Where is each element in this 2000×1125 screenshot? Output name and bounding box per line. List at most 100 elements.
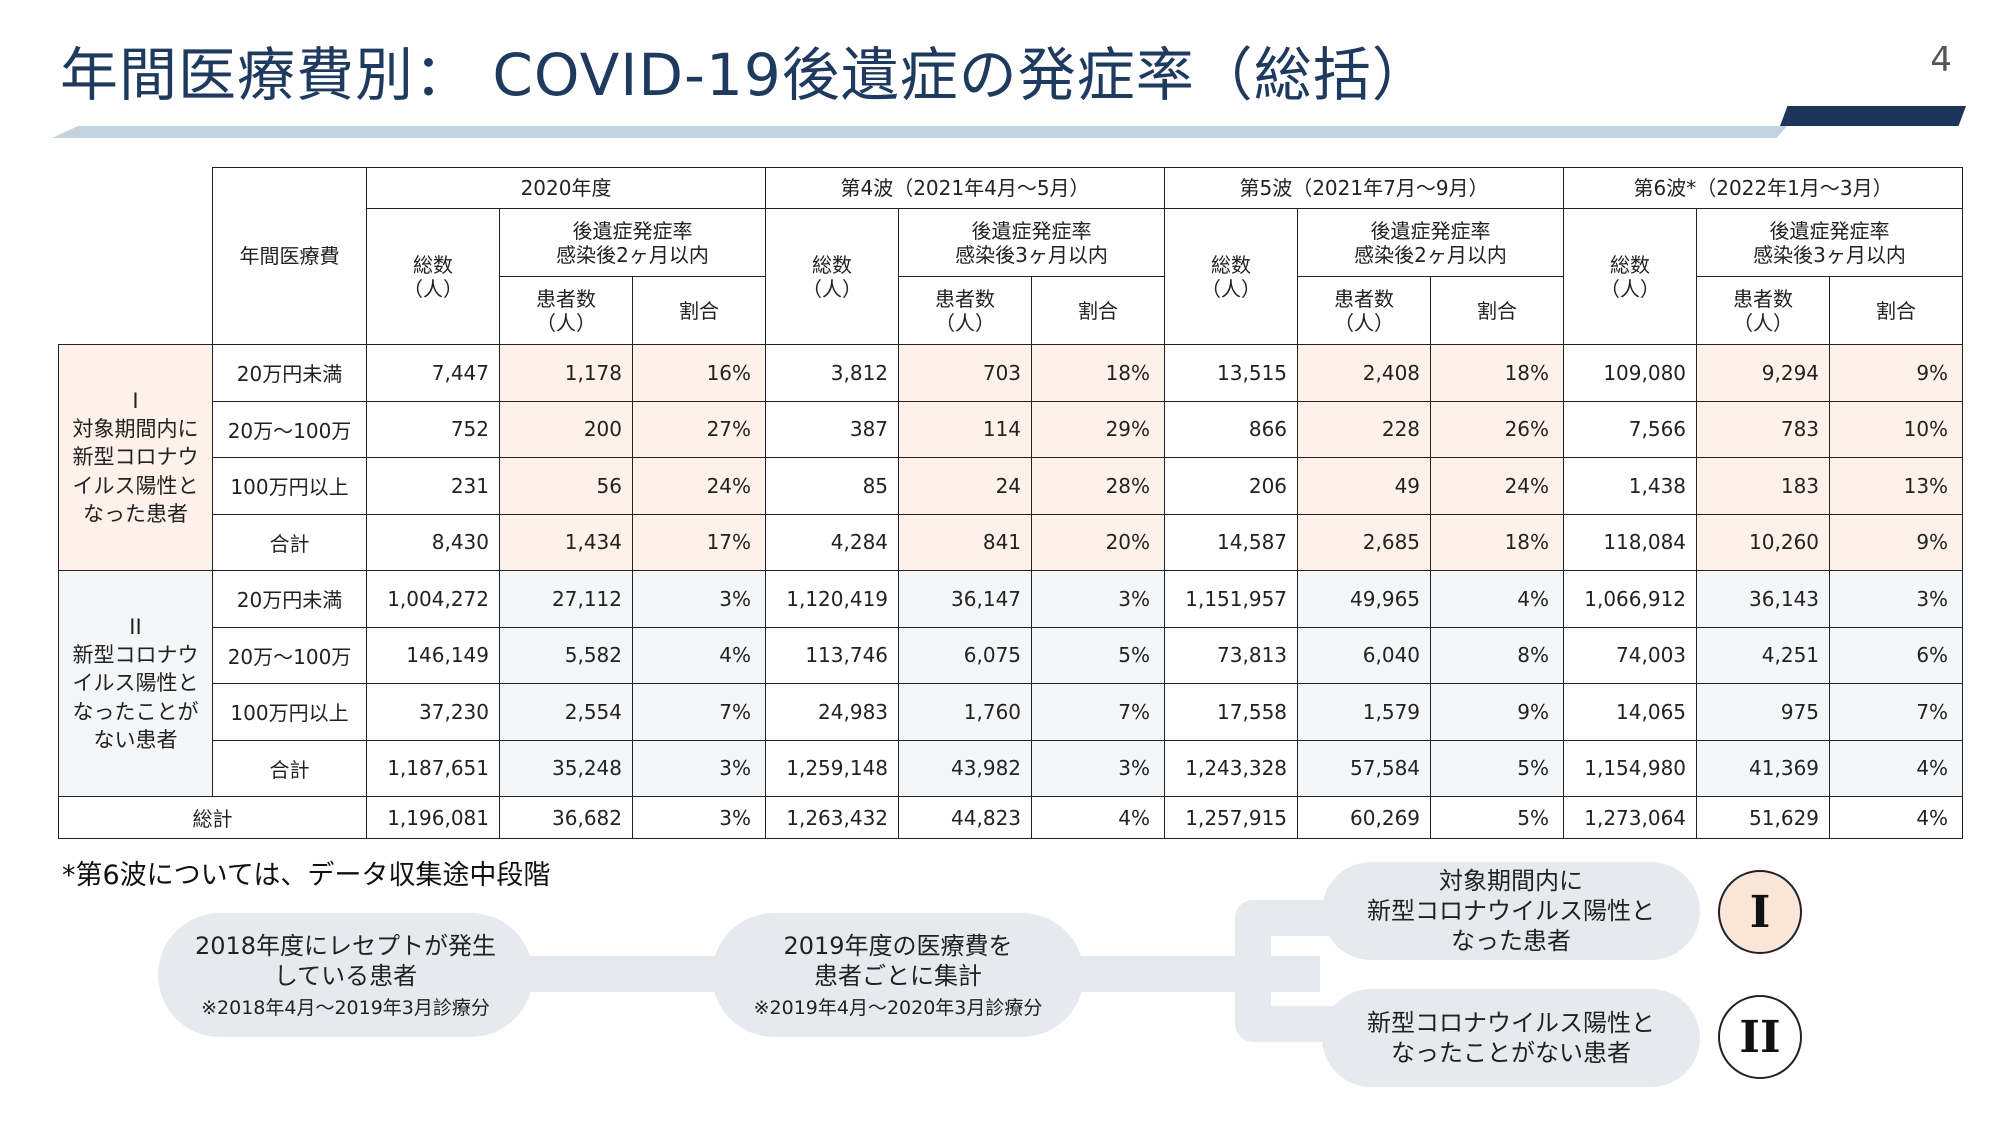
rate-cell: 4% <box>1031 796 1166 839</box>
rate-cell: 9% <box>1430 683 1565 741</box>
total-cell: 1,120,419 <box>765 570 900 628</box>
patients-cell: 783 <box>1696 400 1831 458</box>
total-cell: 1,263,432 <box>765 796 900 839</box>
table-row: I 対象期間内に 新型コロナウ イルス陽性と なった患者 20万円未満 7,447 1,178… <box>58 344 1964 571</box>
group-label: II 新型コロナウ イルス陽性と なったことが ない患者 <box>58 570 213 797</box>
total-cell: 1,066,912 <box>1563 570 1698 628</box>
rate-cell: 10% <box>1829 400 1964 458</box>
total-cell: 1,243,328 <box>1164 739 1299 797</box>
rate-cell: 16% <box>631 344 767 402</box>
total-cell: 231 <box>366 457 500 515</box>
patients-cell: 10,260 <box>1696 513 1831 571</box>
patients-cell: 35,248 <box>499 739 633 797</box>
header-rate: 割合 <box>1829 276 1964 345</box>
flow-branch-text: 新型コロナウイルス陽性と なったことがない患者 <box>1367 1009 1655 1067</box>
total-cell: 1,273,064 <box>1563 796 1698 839</box>
header-patients: 患者数 （人） <box>898 276 1033 345</box>
rate-cell: 3% <box>631 796 767 839</box>
patients-cell: 36,143 <box>1696 570 1831 628</box>
page-number: 4 <box>1930 40 1952 80</box>
patients-cell: 6,040 <box>1297 626 1432 684</box>
total-cell: 118,084 <box>1563 513 1698 571</box>
table-row: 100万円以上 231 56 24% 85 24 28% 206 49 24% 1,438 183 13… <box>59 457 1964 515</box>
rate-cell: 4% <box>1829 739 1964 797</box>
group-badge-2: II <box>1718 995 1802 1079</box>
patients-cell: 24 <box>898 457 1033 515</box>
rate-cell: 3% <box>631 570 767 628</box>
header-period-2020: 2020年度 <box>365 167 767 209</box>
header-rate: 割合 <box>1430 276 1565 345</box>
total-cell: 73,813 <box>1164 626 1299 684</box>
total-cell: 866 <box>1164 400 1299 458</box>
patients-cell: 1,178 <box>499 344 633 402</box>
patients-cell: 41,369 <box>1696 739 1831 797</box>
patients-cell: 2,408 <box>1297 344 1432 402</box>
flow-step-text: 2018年度にレセプトが発生 している患者 <box>194 931 497 990</box>
total-cell: 1,438 <box>1563 457 1698 515</box>
total-cell: 1,151,957 <box>1164 570 1299 628</box>
header-total: 総数 （人） <box>1164 208 1299 345</box>
header-patients: 患者数 （人） <box>1297 276 1432 345</box>
rate-cell: 5% <box>1031 626 1166 684</box>
flow-step-note: ※2019年4月～2020年3月診療分 <box>753 996 1043 1019</box>
rate-cell: 7% <box>631 683 767 741</box>
total-cell: 14,065 <box>1563 683 1698 741</box>
header-period-wave5: 第5波（2021年7月～9月） <box>1164 167 1565 209</box>
rate-cell: 13% <box>1829 457 1964 515</box>
total-cell: 13,515 <box>1164 344 1299 402</box>
total-cell: 3,812 <box>765 344 900 402</box>
rate-cell: 5% <box>1430 739 1565 797</box>
rate-cell: 3% <box>631 739 767 797</box>
rate-cell: 26% <box>1430 400 1565 458</box>
footnote: *第6波については、データ収集途中段階 <box>62 860 551 891</box>
table-row: 合計 1,187,651 35,248 3% 1,259,148 43,982 3% 1,24… <box>59 739 1964 797</box>
cost-category: 20万円未満 <box>212 344 367 402</box>
total-cell: 1,196,081 <box>366 796 500 839</box>
cost-category: 100万円以上 <box>212 683 367 741</box>
header-rate-wave6: 後遺症発症率 感染後3ヶ月以内 <box>1696 208 1964 277</box>
cost-category: 合計 <box>212 513 367 571</box>
patients-cell: 228 <box>1297 400 1432 458</box>
total-cell: 85 <box>765 457 900 515</box>
page-title: 年間医療費別： COVID-19後遺症の発症率（総括） <box>60 41 1431 109</box>
patients-cell: 841 <box>898 513 1033 571</box>
rate-cell: 3% <box>1031 739 1166 797</box>
header-patients: 患者数 （人） <box>1696 276 1831 345</box>
patients-cell: 1,434 <box>499 513 633 571</box>
total-cell: 14,587 <box>1164 513 1299 571</box>
rate-cell: 7% <box>1829 683 1964 741</box>
total-cell: 4,284 <box>765 513 900 571</box>
rate-cell: 27% <box>631 400 767 458</box>
header-rate: 割合 <box>1031 276 1166 345</box>
incidence-table: 年間医療費 2020年度 第4波（2021年4月～5月） 第5波（2021年7月… <box>58 167 1964 839</box>
patients-cell: 703 <box>898 344 1033 402</box>
total-cell: 1,187,651 <box>366 739 500 797</box>
flow-step-costs-2019: 2019年度の医療費を 患者ごとに集計 ※2019年4月～2020年3月診療分 <box>712 913 1084 1037</box>
table-row: 合計 8,430 1,434 17% 4,284 841 20% 14,587 2,685 18%… <box>59 513 1964 571</box>
total-cell: 24,983 <box>765 683 900 741</box>
header-rate-wave5: 後遺症発症率 感染後2ヶ月以内 <box>1297 208 1565 277</box>
table-row: 20万～100万 752 200 27% 387 114 29% 866 228 26% 7,566… <box>59 400 1964 458</box>
grand-total-label: 総計 <box>58 796 367 839</box>
header-total: 総数 （人） <box>366 208 500 345</box>
group-badge-1: I <box>1718 870 1802 954</box>
patients-cell: 2,554 <box>499 683 633 741</box>
rate-cell: 9% <box>1829 344 1964 402</box>
patients-cell: 2,685 <box>1297 513 1432 571</box>
header-total: 総数 （人） <box>1563 208 1698 345</box>
total-cell: 752 <box>366 400 500 458</box>
title-underline <box>52 126 1787 138</box>
patients-cell: 1,760 <box>898 683 1033 741</box>
header-period-wave6: 第6波*（2022年1月～3月） <box>1563 167 1964 209</box>
patients-cell: 60,269 <box>1297 796 1432 839</box>
patients-cell: 49,965 <box>1297 570 1432 628</box>
total-cell: 37,230 <box>366 683 500 741</box>
title-underline-accent <box>1780 106 1966 126</box>
patients-cell: 57,584 <box>1297 739 1432 797</box>
total-cell: 206 <box>1164 457 1299 515</box>
rate-cell: 9% <box>1829 513 1964 571</box>
rate-cell: 18% <box>1031 344 1166 402</box>
total-cell: 109,080 <box>1563 344 1698 402</box>
patients-cell: 56 <box>499 457 633 515</box>
patients-cell: 183 <box>1696 457 1831 515</box>
